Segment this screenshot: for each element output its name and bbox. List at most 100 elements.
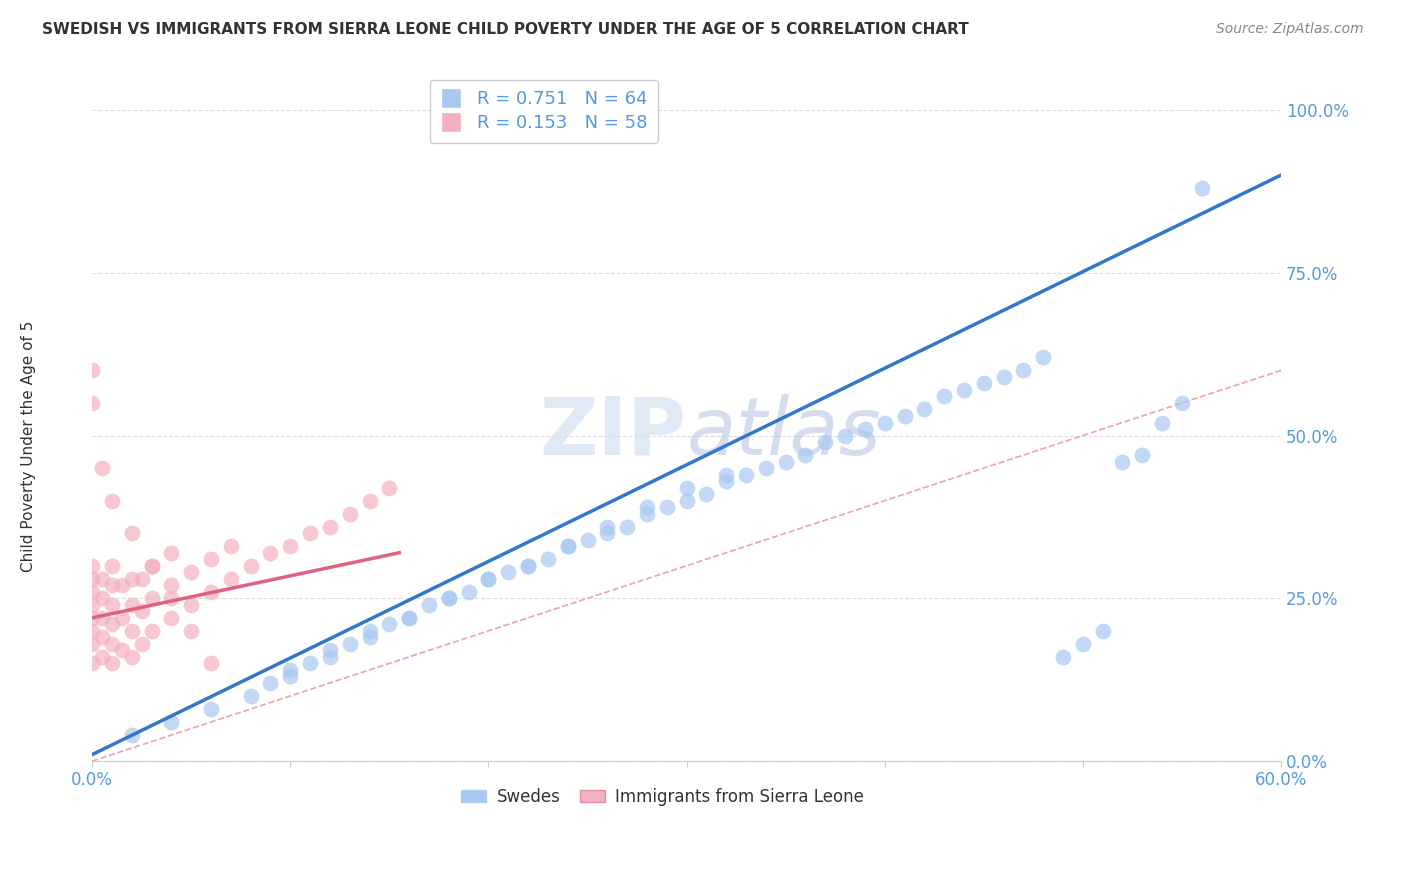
Point (299, 657, 322, 671)
Point (82, 598, 104, 612)
Point (437, 591, 460, 606)
Point (655, 500, 678, 515)
Point (180, 566, 202, 580)
Point (359, 624, 381, 638)
Point (82, 363, 104, 377)
Point (1191, 181, 1213, 195)
Point (517, 558, 540, 573)
Point (834, 428, 856, 442)
Point (101, 598, 124, 612)
Point (91, 591, 114, 606)
Point (319, 519, 342, 533)
Point (517, 558, 540, 573)
Point (180, 624, 202, 638)
Point (111, 578, 134, 592)
Point (596, 526, 619, 541)
Point (82, 611, 104, 625)
Point (160, 714, 183, 729)
Point (378, 481, 401, 495)
Point (160, 578, 183, 592)
Point (1111, 454, 1133, 468)
Point (437, 591, 460, 606)
Point (794, 448, 817, 462)
Point (278, 663, 301, 677)
Point (82, 657, 104, 671)
Point (180, 598, 202, 612)
Point (477, 572, 499, 586)
Point (101, 578, 124, 592)
Point (141, 558, 163, 573)
Point (101, 637, 124, 651)
Point (219, 539, 242, 553)
Point (121, 526, 143, 541)
Point (82, 558, 104, 573)
Text: Source: ZipAtlas.com: Source: ZipAtlas.com (1216, 22, 1364, 37)
Point (576, 533, 599, 547)
Text: Child Poverty Under the Age of 5: Child Poverty Under the Age of 5 (21, 320, 35, 572)
Point (339, 507, 361, 521)
Point (141, 558, 163, 573)
Point (91, 611, 114, 625)
Point (557, 539, 579, 553)
Text: atlas: atlas (686, 394, 882, 472)
Point (953, 383, 976, 397)
Point (319, 643, 342, 657)
Point (1152, 416, 1174, 430)
Point (714, 467, 737, 482)
Point (101, 558, 124, 573)
Point (91, 461, 114, 475)
Point (359, 631, 381, 645)
Point (695, 487, 717, 501)
Point (91, 631, 114, 645)
Point (714, 474, 737, 488)
Point (141, 624, 163, 638)
Point (101, 617, 124, 632)
Point (101, 493, 124, 508)
Point (496, 566, 519, 580)
Point (259, 546, 281, 560)
Point (141, 591, 163, 606)
Point (111, 643, 134, 657)
Point (82, 584, 104, 599)
Point (457, 584, 479, 599)
Point (121, 572, 143, 586)
Point (131, 604, 153, 618)
Point (398, 611, 420, 625)
Point (200, 657, 222, 671)
Point (239, 558, 262, 573)
Point (477, 572, 499, 586)
Point (873, 416, 896, 430)
Text: SWEDISH VS IMMIGRANTS FROM SIERRA LEONE CHILD POVERTY UNDER THE AGE OF 5 CORRELA: SWEDISH VS IMMIGRANTS FROM SIERRA LEONE … (42, 22, 969, 37)
Point (675, 481, 697, 495)
Point (82, 572, 104, 586)
Point (160, 591, 183, 606)
Point (912, 402, 935, 417)
Point (319, 649, 342, 664)
Point (259, 676, 281, 690)
Point (1071, 637, 1094, 651)
Point (278, 669, 301, 683)
Point (91, 572, 114, 586)
Point (1032, 351, 1054, 365)
Point (1091, 624, 1114, 638)
Point (111, 611, 134, 625)
Point (121, 598, 143, 612)
Point (121, 649, 143, 664)
Point (121, 624, 143, 638)
Point (1130, 448, 1153, 462)
Point (339, 637, 361, 651)
Point (91, 649, 114, 664)
Point (814, 435, 837, 450)
Point (775, 454, 797, 468)
Point (973, 376, 995, 391)
Point (200, 702, 222, 716)
Point (537, 552, 560, 566)
Point (557, 539, 579, 553)
Point (239, 689, 262, 703)
Point (1052, 649, 1074, 664)
Point (299, 526, 322, 541)
Point (853, 422, 876, 436)
Point (131, 637, 153, 651)
Point (418, 598, 440, 612)
Point (616, 519, 638, 533)
